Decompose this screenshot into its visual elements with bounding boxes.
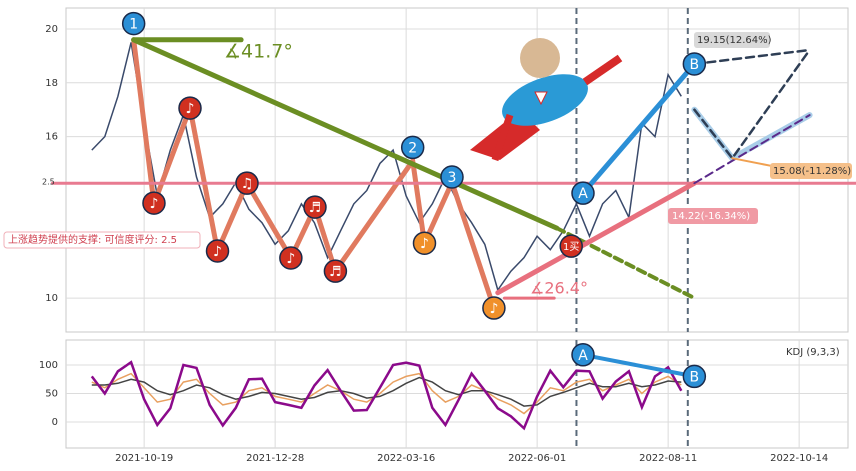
mascot-body bbox=[502, 74, 588, 126]
annotation: 上涨趋势提供的支撑: 可信度评分: 2.5 bbox=[8, 233, 177, 246]
marker-label: ♪ bbox=[186, 101, 195, 117]
marker-label: 3 bbox=[448, 170, 457, 186]
badge: 2.5 bbox=[42, 178, 55, 187]
marker bbox=[482, 296, 506, 320]
marker bbox=[682, 52, 707, 76]
y-tick-label: 18 bbox=[45, 78, 58, 89]
mascot-arm bbox=[582, 54, 623, 86]
x-tick-label: 2021-10-19 bbox=[115, 453, 173, 464]
marker bbox=[121, 11, 146, 36]
marker-label: 1买 bbox=[563, 241, 579, 253]
marker-label: ♪ bbox=[213, 244, 222, 260]
annotation: 15.08(-11.28%) bbox=[773, 166, 851, 177]
marker bbox=[682, 364, 707, 389]
marker bbox=[559, 234, 583, 258]
marker-label: ♪ bbox=[286, 251, 295, 267]
x-tick-label: 2022-06-01 bbox=[508, 453, 566, 464]
marker bbox=[235, 171, 259, 195]
annotation: 19.15(12.64%) bbox=[697, 35, 772, 46]
marker-label: ♬ bbox=[309, 200, 322, 216]
label-box bbox=[694, 32, 770, 48]
y-tick-label: 16 bbox=[45, 132, 58, 143]
label-box bbox=[770, 163, 852, 179]
annotations: 19.15(12.64%) 15.08(-11.28%) 14.22(-16.3… bbox=[3, 32, 852, 358]
y-tick-label: 100 bbox=[39, 360, 58, 371]
trend-line bbox=[495, 180, 697, 296]
marker bbox=[571, 343, 595, 367]
marker-label: ♫ bbox=[241, 176, 254, 192]
trend-line bbox=[731, 157, 774, 168]
angle-label: ∡41.7° bbox=[224, 41, 293, 63]
trend-line bbox=[581, 352, 697, 379]
mascot bbox=[470, 38, 623, 162]
series-line bbox=[91, 376, 682, 407]
marker bbox=[412, 231, 437, 255]
label-box bbox=[668, 208, 758, 224]
y-tick-label: 0 bbox=[52, 417, 58, 428]
marker-label: 2 bbox=[408, 140, 417, 156]
marker bbox=[205, 239, 230, 263]
marker-label: ♪ bbox=[420, 236, 429, 252]
marker-label: A bbox=[578, 186, 588, 202]
trend-line bbox=[131, 37, 560, 231]
mascot-head bbox=[520, 38, 560, 78]
x-tick-label: 2022-03-16 bbox=[377, 453, 435, 464]
marker-label: ♪ bbox=[150, 196, 159, 212]
mascot-leg bbox=[491, 113, 514, 162]
marker bbox=[178, 96, 202, 120]
marker bbox=[279, 246, 303, 270]
trend-line bbox=[693, 48, 811, 161]
marker-label: B bbox=[690, 57, 700, 73]
x-tick-label: 2021-12-28 bbox=[246, 453, 304, 464]
marker-label: ♬ bbox=[329, 264, 342, 280]
marker bbox=[303, 195, 327, 219]
series-line bbox=[90, 360, 683, 431]
series-line bbox=[91, 372, 682, 415]
annotation: 14.22(-16.34%) bbox=[672, 211, 750, 222]
trend-line bbox=[693, 114, 811, 185]
marker-label: 1 bbox=[129, 17, 138, 33]
x-tick-label: 2022-08-11 bbox=[639, 453, 697, 464]
series-line bbox=[91, 42, 682, 292]
y-tick-label: 50 bbox=[45, 389, 58, 400]
marker bbox=[142, 191, 166, 215]
trend-line bbox=[580, 61, 697, 196]
angle-label: ∡26.4° bbox=[530, 279, 588, 298]
marker bbox=[571, 181, 595, 205]
marker bbox=[323, 259, 348, 283]
trend-line bbox=[693, 48, 811, 66]
y-tick-label: 20 bbox=[45, 24, 58, 35]
label-box bbox=[3, 231, 201, 249]
y-tick-label: 10 bbox=[45, 293, 58, 304]
marker bbox=[440, 165, 464, 189]
mascot-badge bbox=[534, 91, 548, 106]
marker-label: B bbox=[690, 369, 700, 385]
x-tick-label: 2022-10-14 bbox=[770, 453, 828, 464]
marker-label: A bbox=[578, 348, 588, 364]
marker bbox=[400, 135, 425, 160]
marker-label: ♪ bbox=[489, 301, 498, 317]
kdj-title: KDJ (9,3,3) bbox=[786, 347, 840, 358]
